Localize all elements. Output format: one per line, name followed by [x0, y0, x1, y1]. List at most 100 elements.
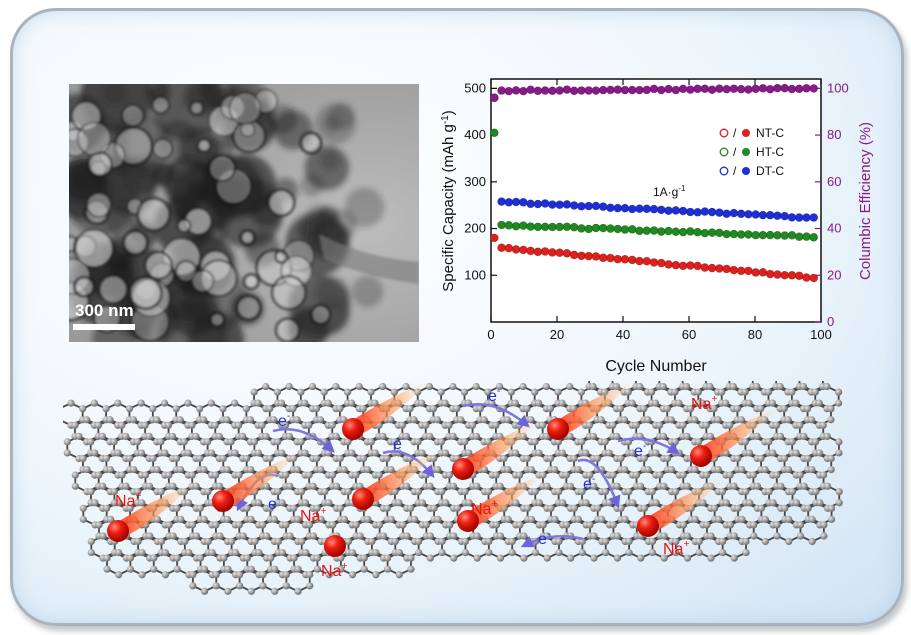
data-point — [562, 200, 572, 209]
ion-trail — [363, 451, 441, 508]
carbon-atom — [719, 548, 727, 557]
data-point — [773, 211, 782, 221]
carbon-atom — [390, 388, 398, 396]
carbon-atom — [640, 454, 648, 463]
carbon-atom — [247, 465, 255, 474]
carbon-atom — [442, 499, 450, 507]
sodium-ion — [212, 490, 234, 512]
data-point — [540, 86, 550, 95]
carbon-atom — [313, 504, 321, 512]
carbon-atom — [582, 499, 590, 507]
carbon-atom — [352, 521, 360, 529]
carbon-atom — [672, 548, 680, 557]
carbon-atom — [757, 454, 765, 463]
carbon-atom — [271, 565, 279, 573]
carbon-atom — [153, 465, 161, 474]
carbon-atom — [348, 571, 357, 579]
data-point — [671, 260, 681, 270]
carbon-atom — [383, 565, 392, 573]
carbon-atom — [356, 482, 364, 490]
data-point — [758, 210, 768, 220]
carbon-atom — [667, 416, 675, 424]
tem-nanosheet-cell — [242, 272, 260, 291]
carbon-atom — [628, 399, 636, 407]
data-point — [497, 243, 506, 252]
carbon-atom — [711, 504, 719, 512]
carbon-atom — [453, 405, 461, 413]
carbon-atom — [145, 432, 153, 440]
carbon-atom — [531, 438, 539, 446]
carbon-atom — [200, 565, 209, 573]
data-point — [642, 85, 652, 95]
carbon-atom — [496, 554, 505, 562]
carbon-atom — [343, 388, 352, 396]
data-point — [671, 227, 681, 236]
carbon-atom — [336, 405, 344, 413]
carbon-atom — [616, 405, 625, 413]
data-point — [598, 85, 608, 95]
carbon-atom — [328, 421, 336, 429]
carbon-atom — [371, 399, 379, 407]
data-point — [707, 263, 717, 273]
carbon-atom — [781, 504, 789, 512]
legend-open-marker — [719, 147, 729, 157]
carbon-atom — [138, 499, 146, 507]
carbon-atom — [601, 488, 610, 496]
data-point — [569, 86, 579, 96]
carbon-atom — [312, 405, 321, 413]
carbon-atom — [429, 405, 438, 413]
legend-label: HT-C — [756, 145, 784, 159]
carbon-atom — [418, 499, 426, 507]
data-point — [584, 201, 593, 211]
carbon-atom — [301, 499, 310, 507]
carbon-atom — [531, 388, 539, 396]
carbon-atom — [823, 432, 831, 440]
data-point — [765, 210, 775, 220]
carbon-atom — [485, 537, 493, 546]
carbon-atom — [232, 548, 240, 557]
carbon-atom — [137, 449, 146, 457]
carbon-atom — [239, 532, 247, 540]
na-label: Na+ — [300, 506, 327, 525]
carbon-atom — [796, 421, 804, 429]
data-point — [627, 255, 637, 265]
sodium-ions — [107, 381, 779, 557]
carbon-atom — [364, 515, 372, 523]
data-point — [809, 213, 819, 222]
data-point — [707, 85, 717, 95]
carbon-atom — [496, 482, 504, 490]
carbon-atom — [773, 471, 781, 479]
data-point — [715, 84, 724, 93]
carbon-atom — [406, 405, 414, 413]
data-point — [765, 84, 775, 94]
data-point — [540, 199, 550, 208]
data-point — [555, 200, 564, 209]
data-point — [598, 202, 608, 211]
carbon-atom — [433, 416, 442, 424]
carbon-atom — [563, 521, 571, 529]
carbon-atom — [313, 554, 322, 562]
carbon-atom — [796, 521, 805, 529]
carbon-atom — [660, 482, 668, 490]
carbon-atom — [180, 438, 188, 446]
data-point — [656, 258, 666, 268]
carbon-atom — [278, 499, 286, 507]
data-point — [562, 222, 572, 232]
carbon-atom — [808, 465, 816, 474]
carbon-atom — [437, 438, 446, 446]
carbon-atom — [79, 515, 87, 523]
carbon-atom — [267, 554, 275, 562]
carbon-atom — [425, 382, 434, 391]
carbon-atom — [624, 388, 632, 396]
tem-dark-region — [300, 173, 324, 197]
carbon-atom — [192, 482, 200, 490]
carbon-atom — [660, 554, 668, 562]
data-point — [802, 83, 811, 93]
data-point — [562, 85, 572, 94]
data-point — [707, 228, 717, 237]
carbon-atom — [445, 471, 454, 479]
carbon-atom — [577, 388, 586, 396]
carbon-atom — [184, 449, 192, 457]
tem-nanosheet-cell — [299, 131, 323, 155]
carbon-atom — [480, 465, 489, 474]
